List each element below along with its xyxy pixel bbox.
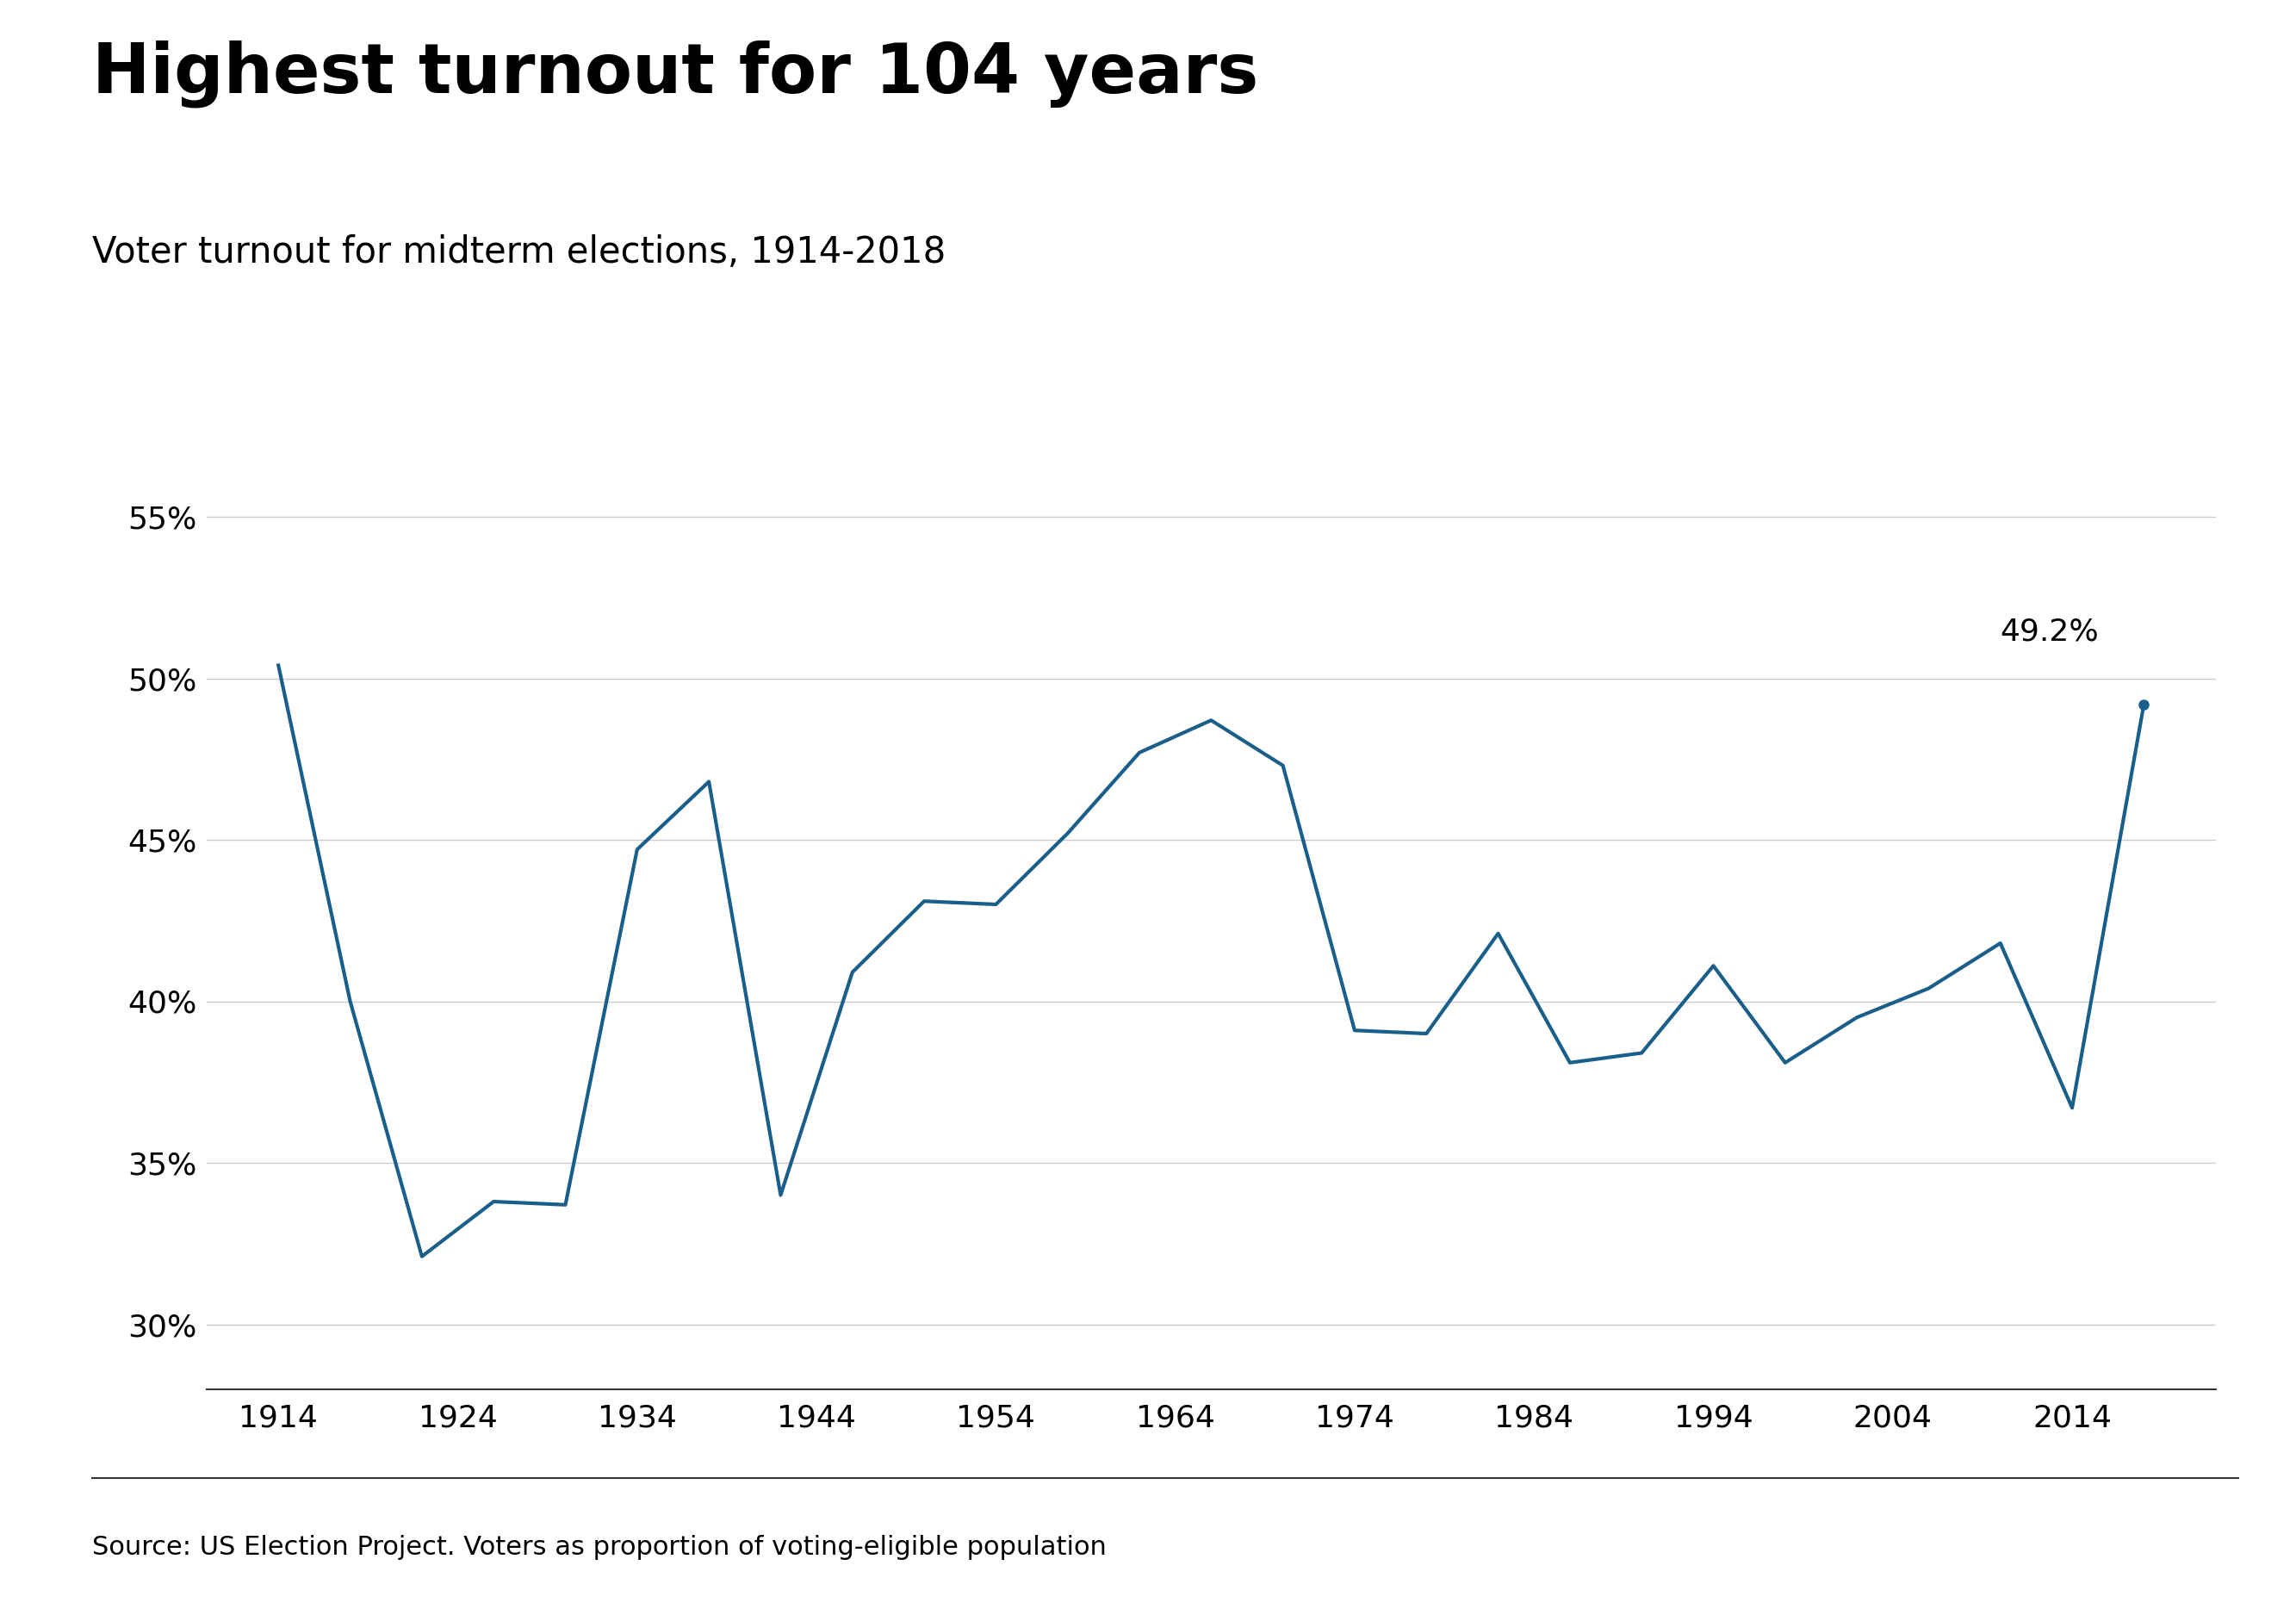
Text: Voter turnout for midterm elections, 1914-2018: Voter turnout for midterm elections, 191… <box>92 234 946 270</box>
Text: Source: US Election Project. Voters as proportion of voting-eligible population: Source: US Election Project. Voters as p… <box>92 1534 1107 1560</box>
Text: BBC: BBC <box>2087 1529 2172 1565</box>
Text: Highest turnout for 104 years: Highest turnout for 104 years <box>92 40 1258 108</box>
Text: 49.2%: 49.2% <box>2000 617 2099 646</box>
